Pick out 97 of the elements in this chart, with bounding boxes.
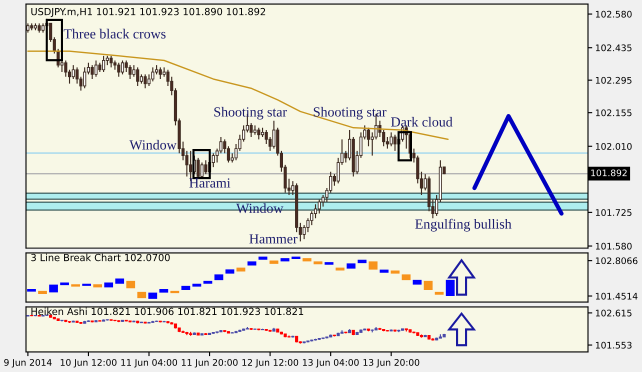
bar — [324, 262, 334, 265]
bar — [270, 260, 278, 264]
candlestick — [76, 66, 79, 84]
candlestick — [234, 143, 238, 161]
bar — [368, 261, 378, 270]
bar — [181, 286, 190, 290]
candlestick — [140, 74, 143, 84]
y-tick-label: 102.615 — [596, 310, 632, 316]
candlestick — [106, 55, 109, 66]
bar — [390, 270, 400, 274]
x-tick-label: 13 Jun 04:00 — [302, 359, 359, 368]
bar — [49, 284, 58, 292]
x-tick-label: 12 Jun 12:00 — [242, 359, 298, 368]
candlestick — [144, 74, 147, 89]
bar — [258, 256, 268, 260]
x-tick-label: 11 Jun 20:00 — [182, 359, 238, 368]
bar — [336, 268, 344, 270]
bar — [159, 289, 168, 293]
candlestick — [253, 124, 257, 136]
bar — [424, 280, 433, 290]
bar — [346, 263, 356, 269]
candlestick — [204, 160, 208, 175]
candlestick — [272, 120, 276, 150]
annotation: Shooting star — [314, 106, 386, 120]
x-tick-label: 10 Jun 12:00 — [60, 359, 117, 368]
y-tick-label: 102.435 — [596, 44, 632, 52]
y-tick-label: 101.4514 — [596, 292, 638, 300]
bar — [446, 280, 455, 296]
annotation: Three black crows — [64, 28, 166, 39]
annotation: Window — [129, 140, 177, 150]
y-tick-label: 102.580 — [596, 10, 632, 18]
chart-title: USDJPY.m,H1 101.921 101.923 101.890 101.892 — [31, 8, 266, 18]
candlestick — [212, 152, 215, 168]
candlestick — [128, 64, 132, 80]
candlestick — [386, 136, 389, 150]
bar — [225, 269, 234, 274]
bar — [137, 292, 146, 298]
bar — [236, 268, 246, 272]
candlestick — [219, 136, 222, 154]
candlestick — [83, 66, 86, 89]
candlestick — [72, 64, 75, 80]
x-tick-label: 9 Jun 2014 — [4, 359, 52, 368]
bar — [302, 258, 312, 262]
bar — [115, 278, 124, 284]
bar — [247, 261, 256, 266]
candlestick — [390, 132, 393, 147]
bar — [148, 292, 158, 299]
chart-title: 3 Line Break Chart 102.0700 — [31, 254, 170, 262]
annotation: Engulfing bullish — [415, 218, 512, 232]
bar — [93, 284, 102, 288]
candlestick — [110, 55, 113, 68]
candlestick — [90, 64, 94, 80]
y-tick-label: 102.8066 — [596, 257, 638, 264]
bar — [402, 274, 411, 280]
annotation: Dark cloud — [391, 116, 453, 127]
candlestick — [393, 134, 397, 152]
bar — [126, 280, 136, 288]
bar — [104, 282, 114, 288]
annotation: Harami — [189, 178, 230, 188]
candlestick — [257, 127, 260, 140]
candlestick — [185, 150, 188, 177]
bar — [380, 270, 389, 273]
bar — [38, 290, 47, 294]
bar — [434, 292, 444, 295]
candlestick — [38, 22, 41, 34]
annotation: Hammer — [249, 234, 298, 244]
y-tick-label: 101.553 — [596, 342, 632, 349]
x-tick-label: 13 Jun 20:00 — [364, 359, 420, 368]
candlestick — [151, 66, 154, 82]
candlestick — [136, 66, 140, 87]
candlestick — [120, 60, 124, 75]
chart-title: Heiken Ashi 101.821 101.906 101.821 101.923 101.821 — [31, 308, 304, 316]
bar — [358, 260, 367, 264]
candlestick — [117, 62, 120, 78]
bar — [60, 282, 69, 286]
bar — [412, 280, 422, 285]
y-tick-label: 102.155 — [596, 109, 632, 116]
candlestick — [102, 55, 106, 73]
candlestick — [260, 127, 264, 138]
x-tick-label: 11 Jun 04:00 — [121, 359, 178, 368]
bar — [214, 274, 224, 280]
bar — [203, 280, 212, 284]
bar — [27, 289, 36, 292]
candlestick — [26, 22, 30, 34]
candlestick — [318, 199, 321, 214]
y-tick-label: 101.725 — [596, 209, 632, 216]
y-tick-label: 102.010 — [596, 143, 632, 150]
y-tick-label: 101.580 — [596, 242, 632, 250]
ref-line-label: 101.892 — [591, 169, 627, 176]
candlestick — [98, 62, 102, 73]
candlestick — [158, 66, 162, 80]
candlestick — [94, 60, 98, 78]
y-tick-label: 102.295 — [596, 76, 632, 84]
bar — [280, 258, 290, 262]
candlestick — [370, 328, 374, 333]
annotation: Shooting star — [214, 106, 287, 120]
candlestick — [41, 22, 45, 34]
